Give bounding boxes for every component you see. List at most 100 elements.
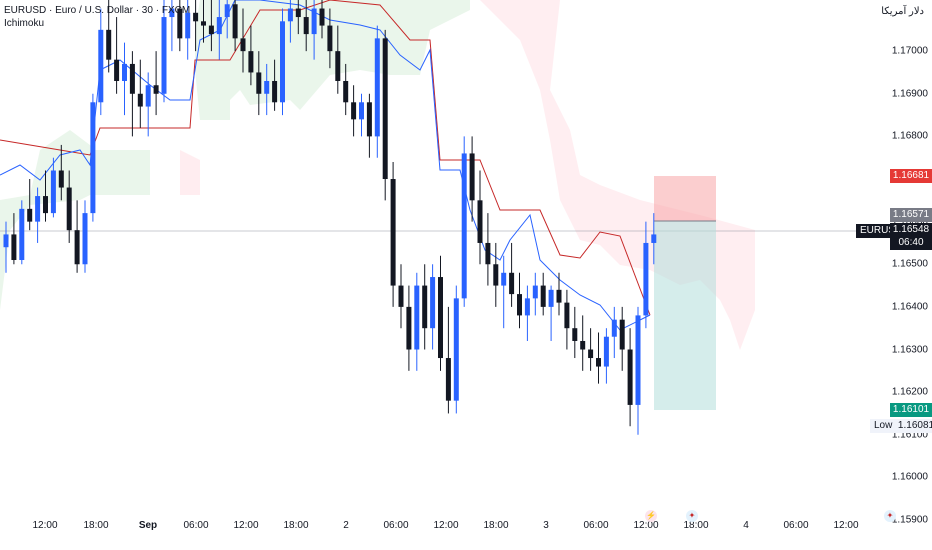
candle (27, 179, 33, 231)
candle-body (611, 319, 617, 337)
us-flag-event-icon-2[interactable]: ✦ (884, 510, 896, 522)
candle-body (540, 285, 546, 307)
candle-body (106, 29, 112, 60)
candle-body (382, 38, 388, 180)
candle-body (430, 277, 436, 329)
indicator-label[interactable]: Ichimoku (4, 18, 45, 29)
time-axis-label: 2 (343, 520, 349, 531)
candle (580, 315, 586, 371)
candle-body (635, 315, 641, 405)
candle-body (564, 302, 570, 329)
candle-body (66, 187, 72, 231)
time-axis-label: 12:00 (32, 520, 58, 531)
candle (224, 0, 230, 39)
candle (390, 161, 396, 307)
candle-body (374, 38, 380, 137)
candle (122, 42, 127, 116)
candle-body (74, 230, 80, 265)
candle (343, 63, 349, 116)
time-axis-label: 3 (543, 520, 549, 531)
time-axis[interactable]: 12:00 18:00 Sep 06:00 12:00 18:00 2 06:00 12:00 1… (0, 508, 932, 538)
candle-body (264, 80, 270, 94)
candle-body (295, 8, 301, 18)
price-axis-label: 1.15900 (891, 514, 928, 526)
time-axis-label: 12:00 (433, 520, 459, 531)
candle-body (58, 170, 64, 188)
candle (548, 285, 554, 341)
price-axis-label: 1.16100 (891, 429, 928, 441)
candle (493, 242, 499, 307)
low-tag: Low 1.16081 (870, 419, 932, 433)
candle-body (50, 170, 56, 214)
candle (445, 306, 451, 414)
candle (287, 0, 293, 43)
candle (366, 93, 372, 158)
candle-body (517, 294, 522, 316)
candle (359, 93, 364, 137)
candle (145, 72, 151, 137)
short-position-tool[interactable] (654, 176, 716, 410)
candle-body (501, 272, 507, 286)
candle-body (398, 285, 404, 307)
candle (193, 0, 199, 52)
cloud-green-1 (0, 130, 150, 310)
candle-body (177, 8, 183, 39)
candle (272, 59, 278, 111)
candle (137, 59, 143, 128)
price-axis-label: 1.16300 (891, 344, 928, 355)
candle (398, 264, 404, 329)
symbol-title[interactable]: EURUSD · Euro / U.S. Dollar · 30 · FXCM (4, 5, 191, 16)
candle (469, 136, 475, 222)
candle-body (185, 12, 191, 39)
candle-body (161, 17, 167, 94)
candle-body (438, 277, 443, 359)
candle (485, 213, 491, 286)
lightning-event-icon[interactable]: ⚡ (645, 510, 657, 522)
candle-body (643, 242, 649, 316)
candle (643, 221, 649, 329)
time-axis-label: Sep (138, 520, 158, 531)
take-profit-zone (654, 221, 716, 410)
price-axis-label: 1.16200 (891, 386, 928, 398)
time-axis-label: 06:00 (783, 520, 809, 531)
candle (509, 242, 515, 307)
candle (208, 0, 214, 52)
price-axis[interactable]: 1.170001.169001.168001.167001.166001.165… (856, 0, 932, 526)
candle-body (422, 285, 428, 329)
candle (382, 29, 388, 201)
candle-body (224, 4, 230, 18)
candle-body (153, 85, 159, 94)
candle (374, 25, 380, 158)
candle (161, 0, 167, 103)
candle (248, 25, 254, 86)
candle-body (343, 80, 349, 103)
target-price-tag: 1.16101 (890, 403, 932, 417)
candle-body (169, 8, 175, 18)
us-flag-event-icon[interactable]: ✦ (686, 510, 698, 522)
candle (532, 272, 538, 316)
candle-body (493, 264, 499, 286)
candle-body (256, 72, 262, 94)
time-axis-label: 06:00 (383, 520, 409, 531)
candle (588, 328, 594, 371)
candle (517, 272, 522, 329)
candle-body (509, 272, 515, 295)
candle-body (287, 8, 293, 22)
candle (303, 0, 309, 52)
time-axis-label: 18:00 (283, 520, 309, 531)
stop-loss-zone (654, 176, 716, 221)
candle (3, 221, 9, 273)
candle (98, 8, 104, 116)
candle (438, 255, 443, 371)
candle (256, 51, 262, 116)
candle-body (453, 298, 459, 401)
time-axis-label: 18:00 (83, 520, 109, 531)
kijun-line (0, 0, 651, 316)
candle (540, 272, 546, 316)
candle-body (414, 285, 420, 350)
candlestick-series[interactable] (3, 0, 657, 435)
time-axis-label: 06:00 (583, 520, 609, 531)
candle (129, 51, 135, 137)
candle-body (90, 102, 96, 214)
